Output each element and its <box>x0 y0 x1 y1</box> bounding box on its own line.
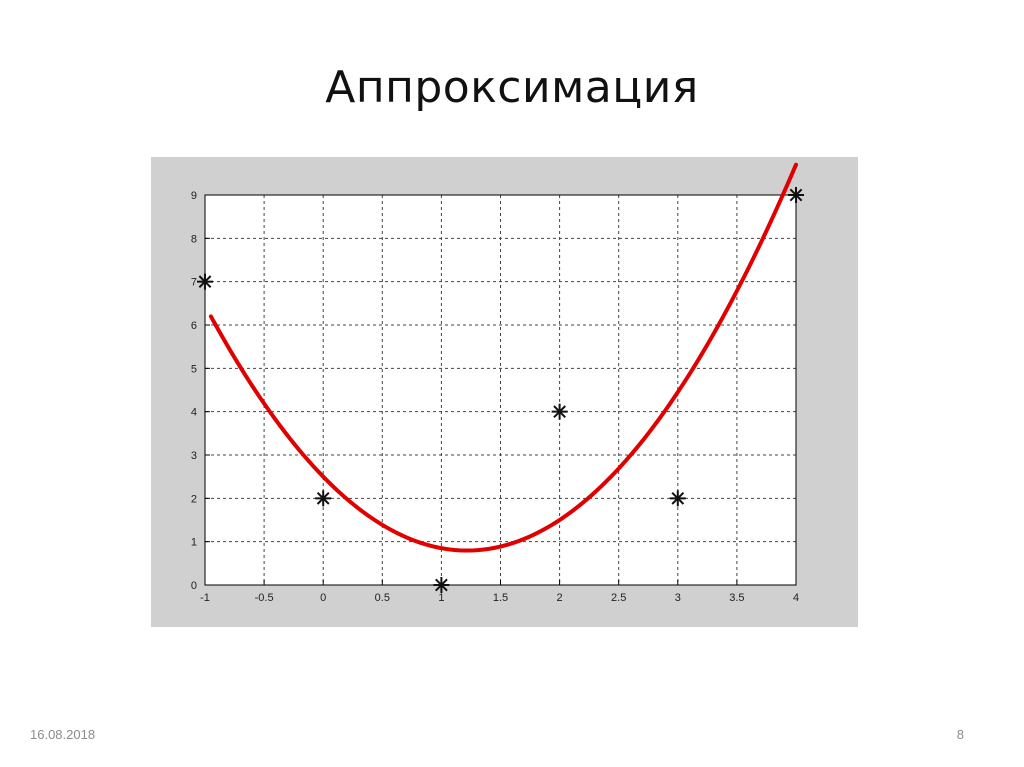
y-tick-label: 3 <box>191 450 197 462</box>
y-tick-label: 2 <box>191 493 197 505</box>
y-tick-label: 7 <box>191 277 197 289</box>
data-point-asterisk <box>315 490 332 507</box>
footer-date: 16.08.2018 <box>30 727 96 742</box>
y-tick-label: 4 <box>191 407 197 419</box>
tick-labels: -1 -0.5 0 0.5 1 1.5 2 2.5 3 3.5 4 0 1 2 3 4 5 6 7 8 9 <box>191 190 799 604</box>
data-point-asterisk <box>788 187 804 203</box>
x-tick-label: -0.5 <box>255 592 274 604</box>
x-tick-label: 2.5 <box>611 592 626 604</box>
x-tick-label: 2 <box>557 592 563 604</box>
x-tick-label: 1 <box>438 592 444 604</box>
data-point-asterisk <box>433 577 450 593</box>
y-tick-label: 0 <box>191 580 197 592</box>
x-tick-label: -1 <box>200 592 210 604</box>
x-tick-label: 3 <box>675 592 681 604</box>
y-tick-label: 5 <box>191 363 197 375</box>
x-tick-label: 1.5 <box>493 592 508 604</box>
x-tick-label: 0.5 <box>375 592 390 604</box>
axes <box>204 194 797 586</box>
y-tick-label: 6 <box>191 320 197 332</box>
slide-title: Аппроксимация <box>325 62 699 113</box>
x-tick-label: 3.5 <box>729 592 744 604</box>
y-tick-label: 8 <box>191 233 197 245</box>
footer-page-number: 8 <box>956 727 964 742</box>
data-point-asterisk <box>551 403 568 420</box>
data-point-asterisk <box>197 273 213 290</box>
plot-frame <box>204 194 797 586</box>
x-tick-label: 4 <box>793 592 799 604</box>
x-tick-label: 0 <box>320 592 326 604</box>
data-points-series <box>197 187 804 593</box>
data-point-asterisk <box>669 490 686 507</box>
approximation-chart: -1 -0.5 0 0.5 1 1.5 2 2.5 3 3.5 4 0 1 2 3 4 5 6 7 8 9 <box>191 162 804 604</box>
approximation-curve <box>208 162 798 553</box>
fit-curve-series <box>208 162 798 553</box>
figure-panel: -1 -0.5 0 0.5 1 1.5 2 2.5 3 3.5 4 0 1 2 3 4 5 6 7 8 9 <box>151 157 858 627</box>
y-tick-label: 9 <box>191 190 197 202</box>
y-tick-label: 1 <box>191 537 197 549</box>
